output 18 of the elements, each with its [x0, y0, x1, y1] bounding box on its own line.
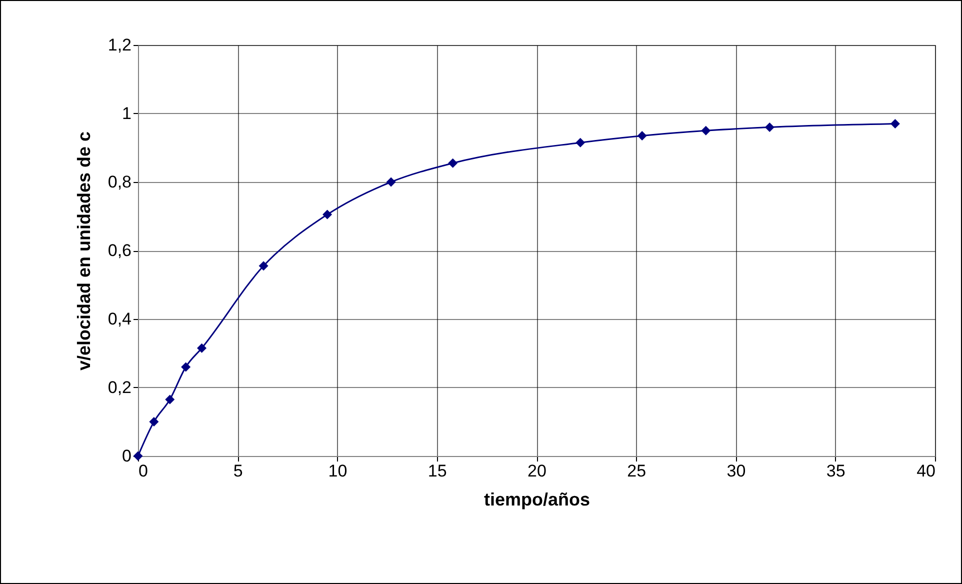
y-tick-label: 0,6: [108, 241, 132, 260]
x-tick-label: 10: [328, 462, 348, 480]
x-tick-label: 15: [428, 462, 447, 480]
x-tick-label: 25: [627, 462, 646, 480]
y-axis-title: v/elocidad en unidades de c: [74, 131, 94, 371]
x-axis-title: tiempo/años: [484, 490, 590, 510]
y-tick-label: 1,2: [108, 36, 132, 54]
x-tick-label: 35: [826, 462, 846, 480]
y-tick-label: 0: [122, 446, 132, 466]
y-tick-label: 0,8: [108, 172, 132, 192]
x-tick-label: 30: [726, 462, 746, 480]
y-tick-label: 1: [122, 104, 132, 123]
x-tick-label: 0: [138, 462, 148, 480]
x-tick-label: 40: [916, 462, 936, 480]
x-tick-label: 5: [233, 462, 243, 480]
y-tick-label: 0,4: [108, 310, 132, 328]
x-tick-label: 20: [528, 462, 546, 480]
y-tick-label: 0,2: [108, 378, 132, 397]
